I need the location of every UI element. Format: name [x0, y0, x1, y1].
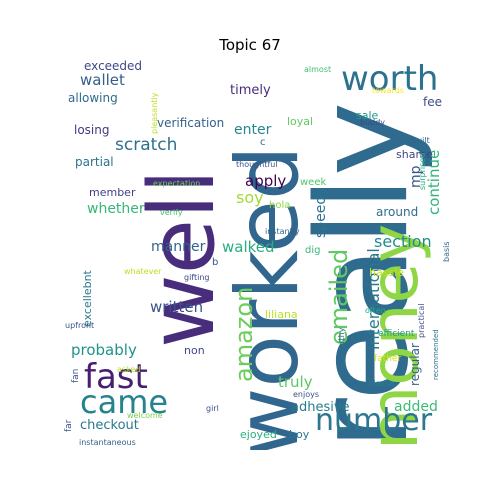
word-adhesive: adhesive: [291, 400, 350, 415]
word-hassle: hassle: [369, 266, 404, 279]
word-written: written: [150, 298, 204, 316]
word-classic: classic: [369, 379, 396, 388]
word-enter: enter: [234, 122, 272, 138]
word-manner: manner: [151, 239, 206, 255]
word-instantly: instantly: [265, 227, 300, 236]
word-often: often: [365, 306, 386, 315]
word-almost: almost: [304, 65, 332, 74]
word-asked: asked: [117, 365, 141, 374]
word-scratch: scratch: [115, 135, 178, 155]
word-number: number: [315, 403, 433, 438]
word-timely: timely: [230, 83, 271, 98]
word-whatever: whatever: [124, 267, 162, 276]
word-buddy: buddy: [360, 118, 386, 127]
word-instantaneous: instantaneous: [79, 438, 136, 447]
word-losing: losing: [74, 123, 110, 137]
word-thoughtful: thoughtful: [236, 160, 278, 169]
word-basis: basis: [442, 241, 450, 262]
word-amazon: amazon: [230, 286, 258, 382]
word-loyal: loyal: [287, 115, 314, 128]
word-boy: boy: [289, 428, 310, 441]
word-exceeded: exceeded: [84, 60, 143, 73]
word-built: built: [412, 136, 430, 145]
word-surprised: surprised: [418, 152, 427, 190]
word-c: c: [260, 137, 266, 148]
word-truly: truly: [278, 373, 313, 391]
word-sale: sale: [356, 109, 379, 122]
word-fee: fee: [423, 95, 442, 109]
word-walked: walked: [222, 238, 275, 256]
word-probably: probably: [71, 341, 137, 359]
word-around: around: [376, 205, 419, 219]
word-father: father: [374, 354, 402, 364]
word-non: non: [184, 344, 205, 357]
word-speedy: speedy: [313, 187, 329, 238]
word-b: b: [212, 257, 219, 268]
word-expectation: expectation: [153, 179, 201, 188]
word-allowing: allowing: [68, 91, 118, 105]
word-soy: soy: [236, 188, 264, 207]
word-partial: partial: [75, 155, 114, 169]
word-fast: fast: [84, 357, 148, 397]
word-efficient: efficient: [378, 329, 415, 339]
word-trustworthy: trustworthy: [337, 327, 346, 374]
word-whether: whether: [87, 201, 145, 217]
word-gifting: gifting: [184, 273, 210, 282]
word-week: week: [300, 177, 327, 188]
word-section: section: [374, 232, 432, 251]
word-wallet: wallet: [80, 71, 125, 89]
word-towards: towards: [372, 86, 404, 95]
word-far: far: [64, 419, 74, 432]
word-girl: girl: [206, 404, 219, 413]
word-member: member: [89, 186, 136, 199]
word-enjoys: enjoys: [293, 390, 320, 399]
word-hola: hola: [269, 200, 291, 211]
word-fan: fan: [71, 368, 81, 383]
word-regular: regular: [408, 343, 422, 386]
chart-title: Topic 67: [219, 36, 281, 54]
word-shame: shame: [396, 148, 433, 161]
word-upfront: upfront: [65, 321, 95, 330]
word-came: came: [80, 383, 169, 421]
word-excellebnt: excellebnt: [81, 270, 94, 327]
word-welcome: welcome: [127, 411, 163, 420]
word-worth: worth: [341, 60, 439, 99]
word-liliana: liliana: [265, 308, 298, 321]
word-added: added: [394, 399, 438, 415]
word-recommended: recommended: [432, 329, 440, 380]
word-apply: apply: [245, 172, 287, 190]
word-ejoyed: ejoyed: [240, 428, 277, 441]
word-dig: dig: [305, 245, 321, 256]
word-pleasantly: pleasantly: [150, 92, 159, 134]
word-verification: verification: [157, 116, 225, 130]
word-checkout: checkout: [80, 418, 139, 433]
word-cloud: really worked well money number worth fast came…: [60, 60, 450, 450]
word-practical: practical: [417, 303, 426, 338]
word-verify: verify: [160, 208, 183, 217]
